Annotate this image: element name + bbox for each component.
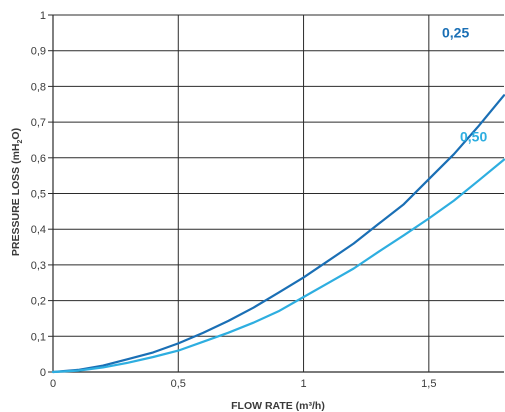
y-tick-label: 0,5	[31, 189, 46, 201]
x-tick-label: 1,5	[421, 378, 436, 390]
y-tick-label: 0,6	[31, 153, 46, 165]
y-tick-label: 0,2	[31, 296, 46, 308]
grid	[48, 14, 504, 373]
y-tick-label: 0,8	[31, 81, 46, 93]
series-label-1: 0,25	[442, 24, 469, 40]
series-labels: 0,25 0,50	[442, 24, 487, 144]
y-tick-label: 0,1	[31, 331, 46, 343]
y-tick-label: 0	[40, 367, 46, 379]
y-tick-label: 0,3	[31, 260, 46, 272]
y-axis-label-subscript: 2	[17, 139, 24, 143]
y-axis-label-main: PRESSURE LOSS (mH	[10, 143, 22, 256]
y-tick-label: 0,9	[31, 46, 46, 58]
series-lines	[51, 94, 505, 374]
y-tick-label: 0,4	[31, 224, 46, 236]
x-tick-label: 0	[50, 378, 56, 390]
y-axis-label: PRESSURE LOSS (mH2O)	[10, 128, 24, 256]
y-axis-label-end: O)	[10, 128, 22, 140]
tick-labels: 0 0,1 0,2 0,3 0,4 0,5 0,6 0,7 0,8 0,9 1 0 0,5 1 1,5	[31, 10, 437, 390]
x-axis-label: FLOW RATE (m³/h)	[231, 400, 325, 412]
x-tick-label: 1	[300, 378, 306, 390]
x-tick-label: 0,5	[171, 378, 186, 390]
series-line-1	[51, 94, 505, 374]
series-label-2: 0,50	[460, 129, 487, 145]
y-tick-label: 0,7	[31, 117, 46, 129]
series-line-2	[51, 158, 505, 374]
y-tick-label: 1	[40, 10, 46, 22]
